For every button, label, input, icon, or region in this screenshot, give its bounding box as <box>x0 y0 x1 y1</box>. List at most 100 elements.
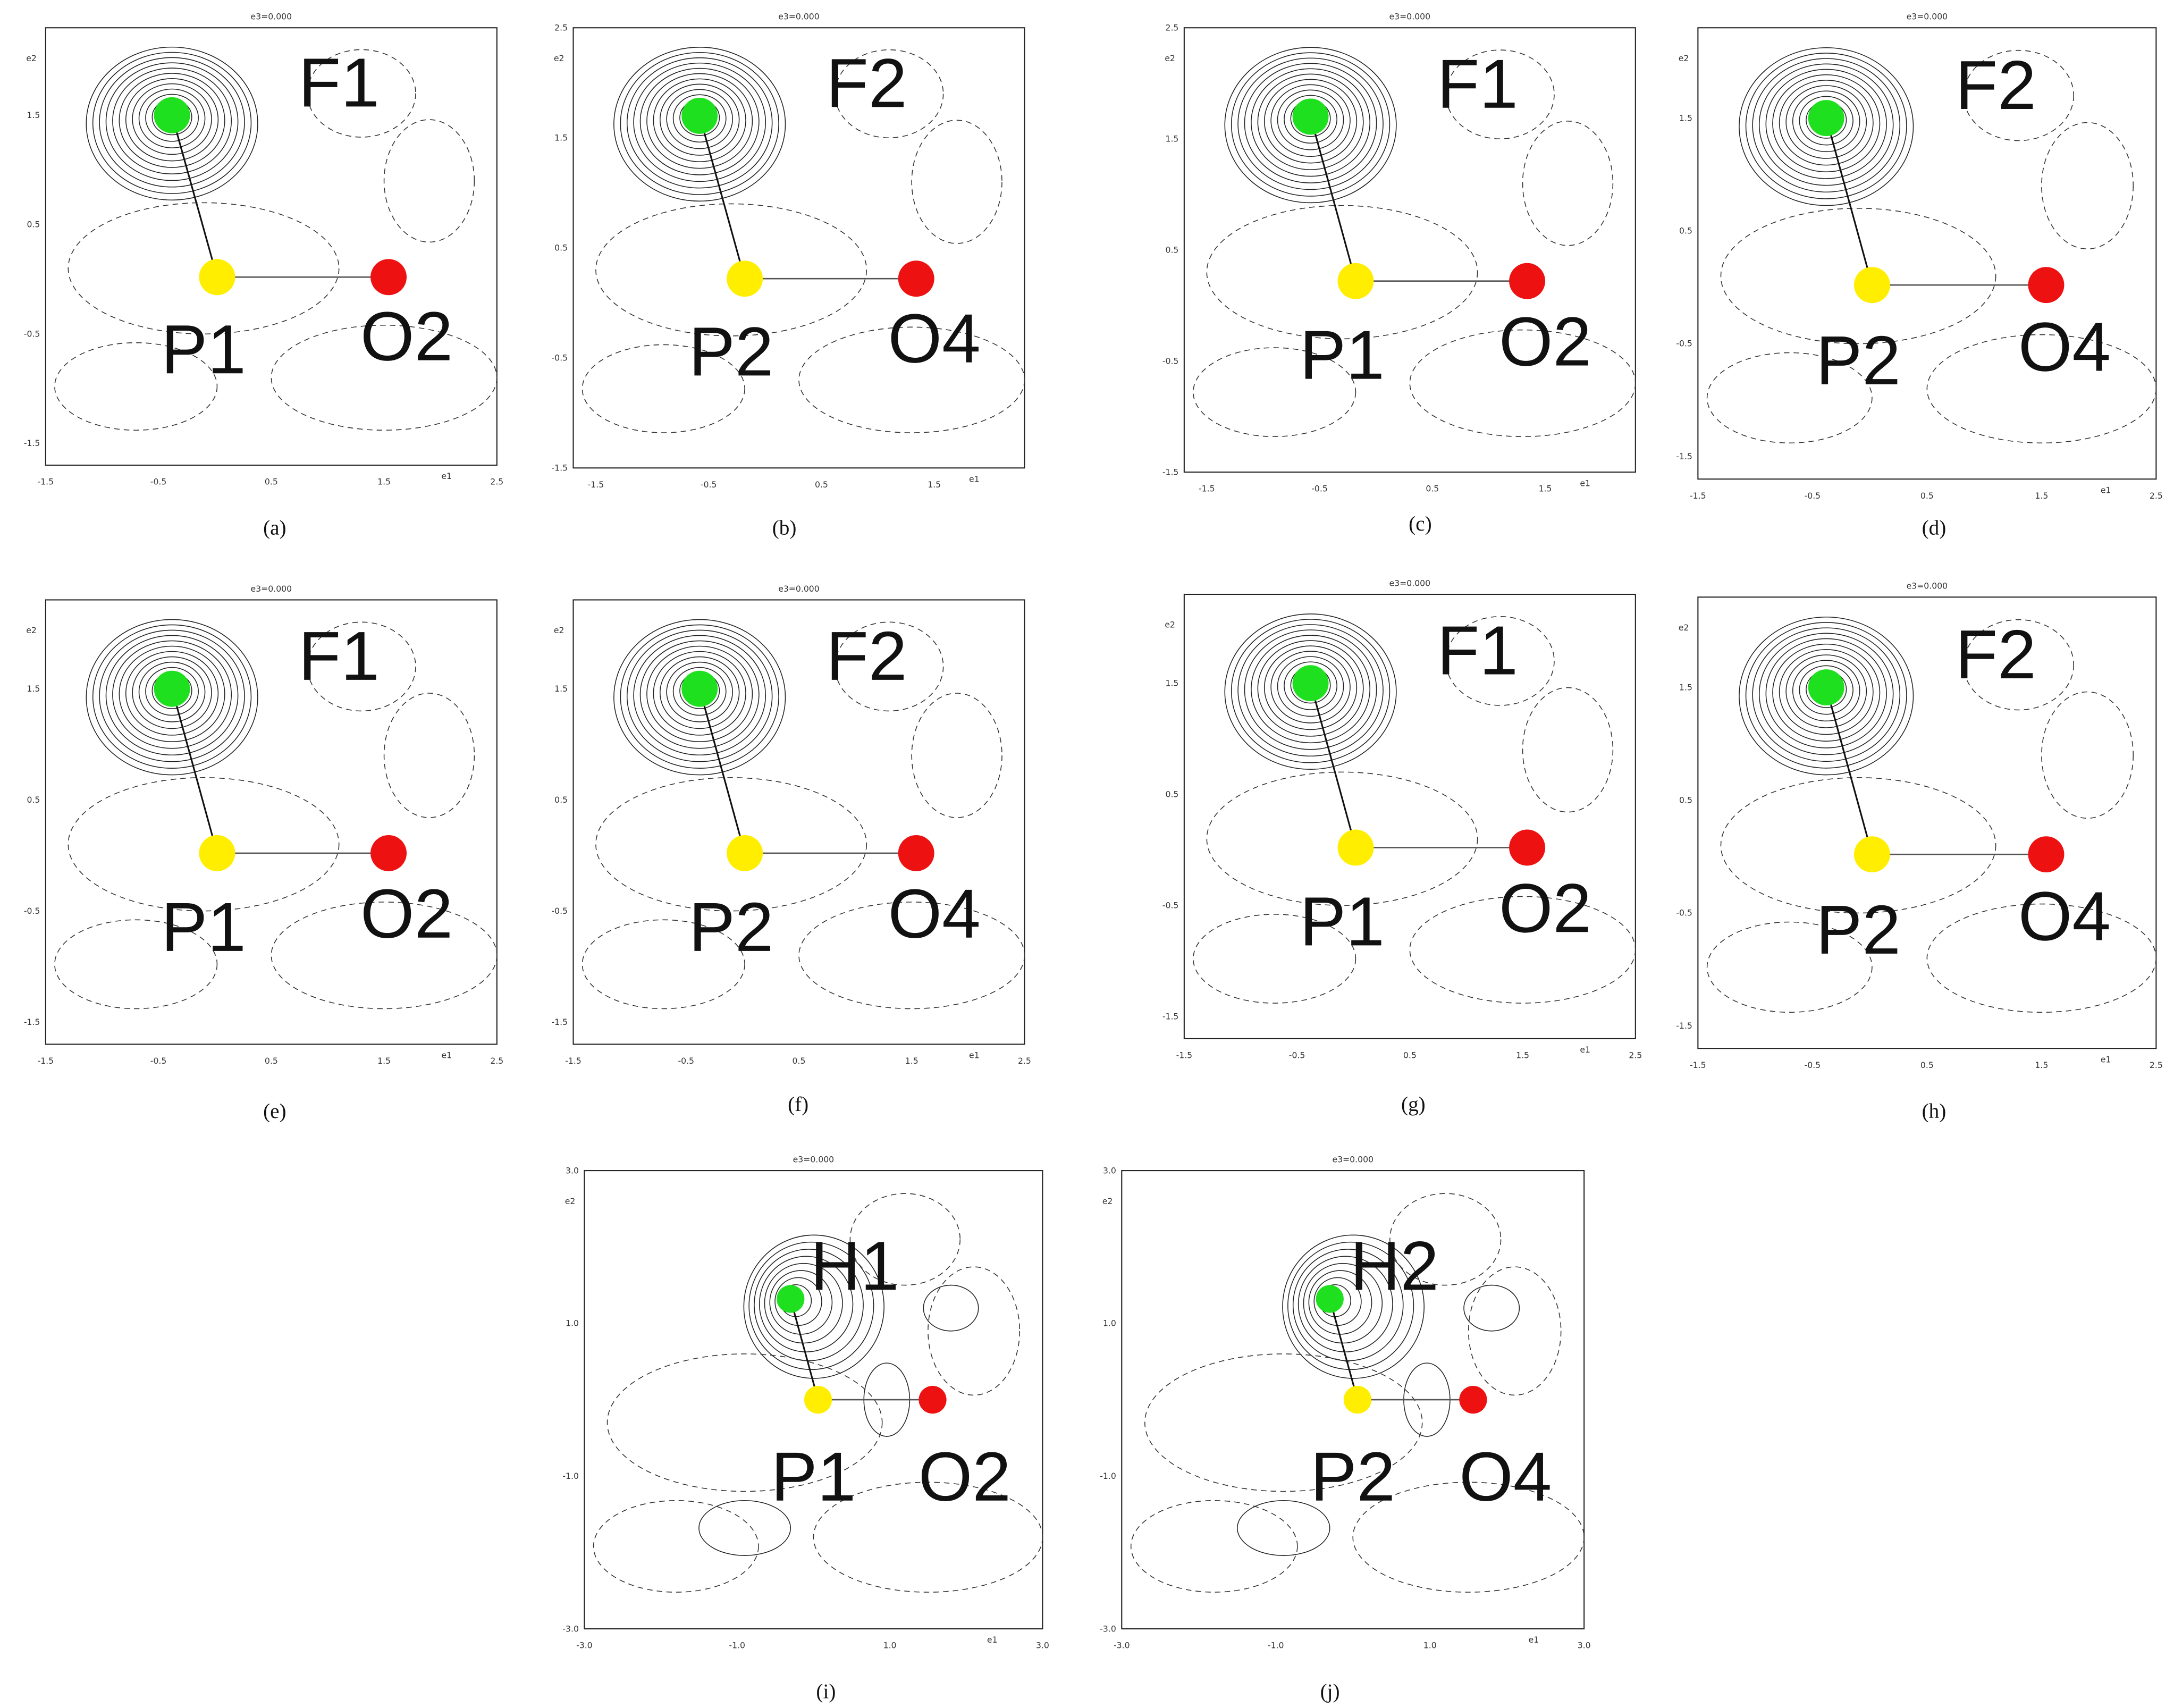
contour-line <box>1282 1234 1425 1379</box>
contour-line <box>639 640 760 749</box>
panel-title: e3=0.000 <box>778 12 820 22</box>
y-tick-label: -1.5 <box>551 1017 568 1027</box>
contour-line <box>119 645 225 743</box>
panel: e3=0.000 e1 e2 -1.5 -0.5 0.5 1.5 2.5 1.5 0.5 -0.5 -… <box>24 12 503 540</box>
contour-dashed <box>582 919 745 1009</box>
atom <box>1853 836 1890 873</box>
y-tick-label: 1.5 <box>27 684 40 694</box>
contour-line <box>1297 1256 1393 1352</box>
x-axis-label: e1 <box>969 1050 980 1060</box>
y-tick-label: -0.5 <box>1162 900 1179 910</box>
atom <box>898 835 934 871</box>
atom-label: F1 <box>298 617 379 695</box>
atom-label: P2 <box>1816 322 1901 399</box>
y-tick-label: 0.5 <box>1165 789 1178 799</box>
x-tick-label: -3.0 <box>1114 1640 1130 1651</box>
caption: (f) <box>788 1093 808 1116</box>
contour-dashed <box>1409 329 1636 437</box>
contour-dashed <box>1963 619 2075 711</box>
atom <box>919 1385 947 1414</box>
contour-line <box>92 52 252 194</box>
contour-line <box>626 57 773 189</box>
y-axis-label: e2 <box>26 625 37 635</box>
contour-line <box>1292 1249 1404 1361</box>
contour-dashed <box>593 1500 759 1593</box>
x-tick-label: 3.0 <box>1036 1640 1049 1651</box>
atom-label: O2 <box>919 1438 1011 1516</box>
x-tick-label: -0.5 <box>1311 484 1328 494</box>
panel: e3=0.000 e1 e2 -1.5 -0.5 0.5 1.5 2.5 1.5 0.5 -0.5 -… <box>551 12 1025 540</box>
contour-line <box>1758 633 1894 755</box>
x-tick-label: -0.5 <box>150 477 167 487</box>
panel-title: e3=0.000 <box>1907 12 1948 22</box>
contour-dashed <box>798 902 1025 1009</box>
atom-label: O4 <box>2018 308 2111 385</box>
atom <box>1337 263 1374 299</box>
contour-line <box>132 656 212 729</box>
x-tick-label: -1.5 <box>588 479 604 490</box>
contour-line <box>86 46 258 201</box>
contour-line <box>1785 85 1867 159</box>
y-tick-label: 1.5 <box>1679 682 1692 692</box>
panel-title: e3=0.000 <box>251 12 292 22</box>
atom-label: P1 <box>1300 882 1385 960</box>
atom-label: F2 <box>1955 46 2036 124</box>
atom-label: H1 <box>811 1227 899 1305</box>
atom-label: O2 <box>1499 303 1591 381</box>
y-tick-label: -1.5 <box>24 1017 40 1027</box>
caption: (c) <box>1409 512 1431 535</box>
bond <box>698 115 746 279</box>
x-tick-label: -1.5 <box>38 477 54 487</box>
caption: (i) <box>816 1680 836 1703</box>
x-tick-label: -1.0 <box>1268 1640 1284 1651</box>
contour-dashed <box>68 202 340 335</box>
y-tick-label: 1.0 <box>566 1318 579 1328</box>
contour-line <box>748 1241 874 1370</box>
atom <box>1808 669 1844 705</box>
contour-line <box>626 629 773 762</box>
contour-line <box>125 78 219 162</box>
contour-dashed <box>1468 1266 1562 1396</box>
contour-line <box>639 68 760 175</box>
contour-dashed <box>271 324 498 431</box>
contour-dashed <box>1445 49 1555 140</box>
x-tick-label: -3.0 <box>576 1640 593 1651</box>
contour-line <box>698 1500 791 1556</box>
contour-line <box>1237 624 1384 757</box>
plot-frame <box>1183 27 1636 473</box>
y-axis-label: e2 <box>1165 53 1175 63</box>
contour-dashed <box>582 344 745 433</box>
atom <box>2028 836 2065 873</box>
contour-line <box>1263 645 1358 730</box>
y-tick-label: -1.5 <box>1162 467 1179 477</box>
plot-frame <box>1697 596 2157 1049</box>
y-tick-label: -1.5 <box>1162 1011 1179 1021</box>
y-tick-label: 0.5 <box>27 795 40 805</box>
y-axis-label: e2 <box>26 53 37 63</box>
contour-dashed <box>1963 49 2075 141</box>
y-tick-label: 0.5 <box>554 795 568 805</box>
contour-line <box>105 62 239 181</box>
contour-line <box>1224 47 1397 204</box>
contour-line <box>1799 96 1853 146</box>
contour-line <box>923 1284 979 1332</box>
x-axis-label: e1 <box>1580 478 1590 488</box>
contour-line <box>145 667 199 716</box>
contour-line <box>666 89 734 149</box>
atom-label: P2 <box>689 888 774 966</box>
x-axis-label: e1 <box>2101 1054 2111 1064</box>
contour-dashed <box>2041 122 2134 250</box>
contour-line <box>1463 1284 1520 1332</box>
y-tick-label: -0.5 <box>1676 908 1692 918</box>
panel: e3=0.000 e1 e2 -1.5 -0.5 0.5 1.5 2.5 1.5 0.5 -0.5 -… <box>24 584 503 1123</box>
contour-dashed <box>595 777 867 912</box>
y-tick-label: 0.5 <box>1165 245 1178 255</box>
contour-dashed <box>1130 1500 1298 1593</box>
y-tick-label: 0.5 <box>1679 226 1692 236</box>
x-tick-label: 2.5 <box>490 477 503 487</box>
atom-label: F1 <box>1437 45 1518 123</box>
y-tick-label: -1.5 <box>551 463 568 473</box>
panel-title: e3=0.000 <box>793 1154 835 1164</box>
y-tick-label: 1.0 <box>1103 1318 1116 1328</box>
